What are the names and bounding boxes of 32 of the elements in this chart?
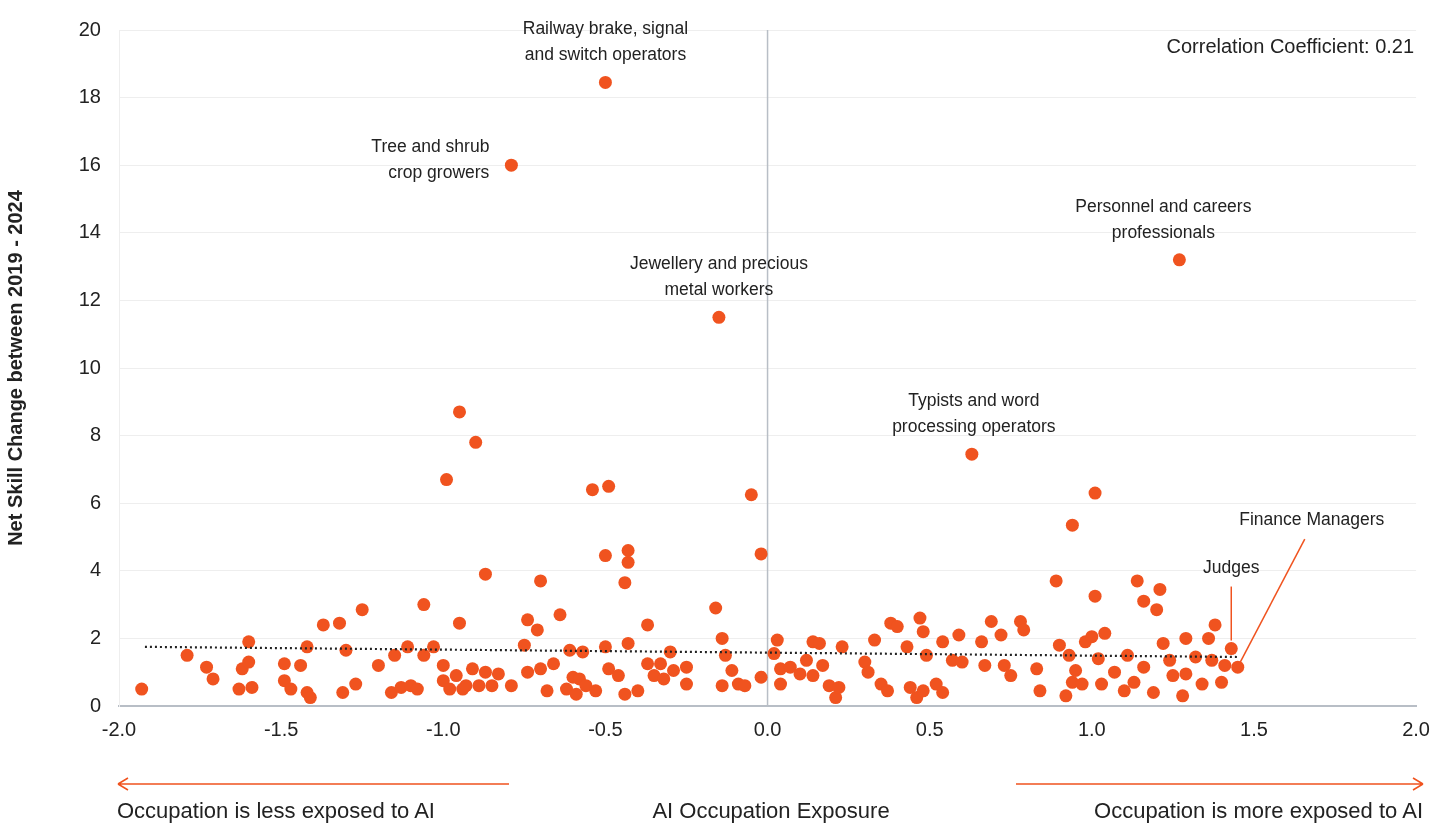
y-tick-label: 16 — [78, 152, 101, 175]
y-tick-label: 12 — [78, 287, 101, 310]
annotation: Jewellery and precious metal workers — [629, 253, 809, 300]
y-tick-label: 14 — [78, 220, 101, 243]
x-tick-label: -0.5 — [588, 717, 623, 740]
x-tick-label: 2.0 — [1402, 717, 1430, 740]
y-axis-title: Net Skill Change between 2019 - 2024 — [3, 189, 26, 546]
annotation: Finance Managers — [1239, 509, 1385, 530]
annotation: Tree and shrub crop growers — [371, 136, 490, 183]
annotation: Correlation Coefficient: 0.21 — [1166, 34, 1415, 57]
text: Occupation is more exposed to AI — [1094, 797, 1423, 825]
x-axis-title: AI Occupation Exposure — [652, 797, 890, 825]
y-tick-label: 6 — [89, 490, 101, 513]
x-tick-label: -2.0 — [101, 717, 137, 740]
y-tick-label: 18 — [78, 85, 101, 108]
x-tick-label: -1.5 — [263, 717, 299, 740]
annotation: Railway brake, signal and switch operators — [522, 18, 689, 65]
x-tick-label: -1.0 — [426, 717, 461, 740]
y-tick-label: 4 — [89, 558, 101, 581]
y-tick-label: 20 — [78, 17, 101, 40]
x-tick-label: 0.5 — [915, 717, 944, 740]
y-tick-label: 10 — [78, 355, 101, 378]
y-tick-label: 0 — [89, 693, 101, 716]
annotation: Personnel and careers professionals — [1075, 195, 1252, 242]
y-tick-label: 2 — [89, 625, 101, 648]
x-tick-label: 0.0 — [753, 717, 782, 740]
annotation: Typists and word processing operators — [892, 390, 1056, 437]
x-tick-label: 1.0 — [1077, 717, 1106, 740]
annotation: Judges — [1203, 556, 1260, 577]
text: Occupation is less exposed to AI — [117, 797, 435, 825]
x-tick-label: 1.5 — [1240, 717, 1268, 740]
y-tick-label: 8 — [89, 423, 101, 446]
